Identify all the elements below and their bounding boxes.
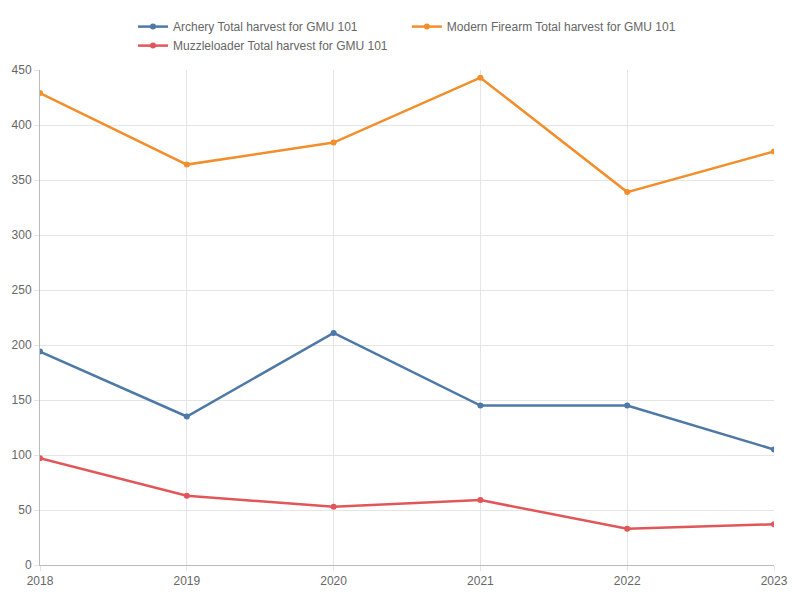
svg-text:2019: 2019 bbox=[173, 574, 200, 588]
svg-text:400: 400 bbox=[12, 118, 32, 132]
svg-text:150: 150 bbox=[12, 393, 32, 407]
svg-text:350: 350 bbox=[12, 173, 32, 187]
svg-text:Modern Firearm Total harvest f: Modern Firearm Total harvest for GMU 101 bbox=[447, 20, 676, 34]
svg-text:300: 300 bbox=[12, 228, 32, 242]
svg-text:Muzzleloader Total harvest for: Muzzleloader Total harvest for GMU 101 bbox=[173, 39, 388, 53]
svg-text:0: 0 bbox=[25, 558, 32, 572]
svg-text:200: 200 bbox=[12, 338, 32, 352]
svg-text:2021: 2021 bbox=[467, 574, 494, 588]
svg-text:450: 450 bbox=[12, 63, 32, 77]
svg-text:2023: 2023 bbox=[761, 574, 788, 588]
svg-text:50: 50 bbox=[18, 503, 32, 517]
svg-text:Archery Total harvest for GMU: Archery Total harvest for GMU 101 bbox=[173, 20, 358, 34]
svg-text:100: 100 bbox=[12, 448, 32, 462]
svg-text:2020: 2020 bbox=[320, 574, 347, 588]
svg-text:2022: 2022 bbox=[614, 574, 641, 588]
svg-text:2018: 2018 bbox=[27, 574, 54, 588]
svg-text:250: 250 bbox=[12, 283, 32, 297]
